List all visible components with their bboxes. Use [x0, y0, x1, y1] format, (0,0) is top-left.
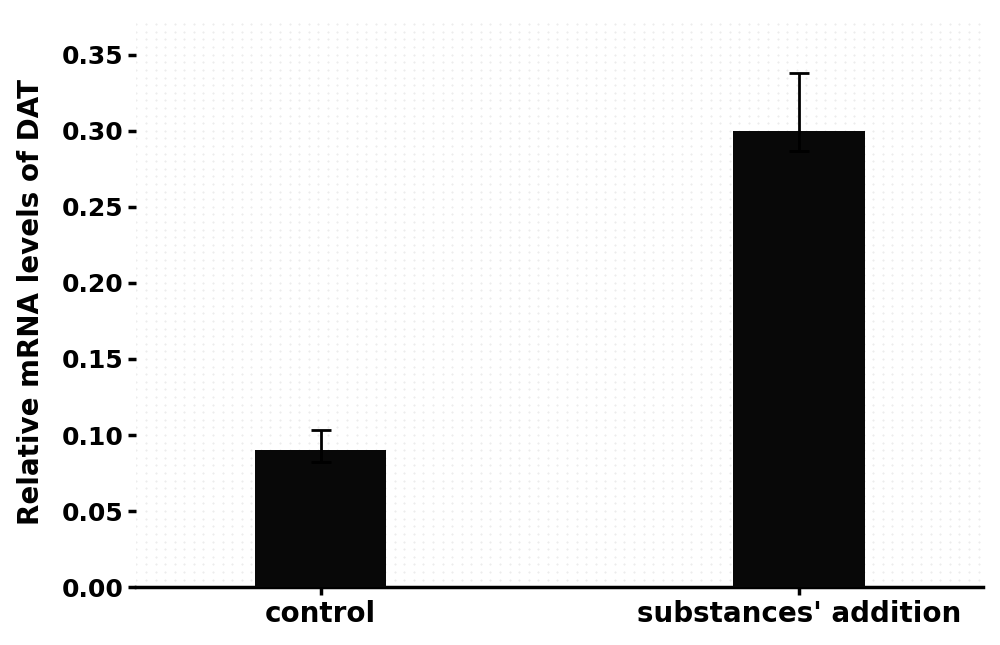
- Bar: [733, 131, 865, 587]
- Bar: [255, 450, 386, 587]
- Y-axis label: Relative mRNA levels of DAT: Relative mRNA levels of DAT: [17, 79, 45, 525]
